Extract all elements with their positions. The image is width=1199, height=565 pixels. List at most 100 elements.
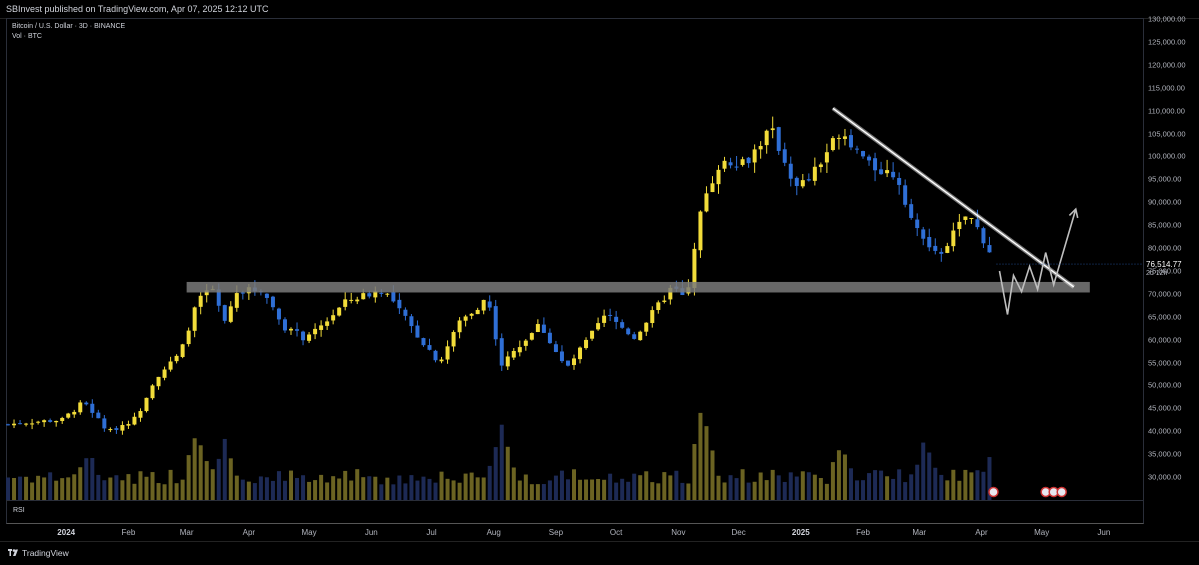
candle-body[interactable] bbox=[812, 166, 817, 181]
candle-body[interactable] bbox=[307, 334, 312, 341]
candle-body[interactable] bbox=[463, 316, 468, 321]
candle-body[interactable] bbox=[584, 339, 589, 349]
candle-body[interactable] bbox=[987, 245, 992, 253]
candle-body[interactable] bbox=[541, 324, 546, 333]
candle-body[interactable] bbox=[794, 177, 799, 186]
candle-body[interactable] bbox=[957, 221, 962, 230]
candle-body[interactable] bbox=[885, 170, 890, 174]
candle-body[interactable] bbox=[409, 316, 414, 327]
candle-body[interactable] bbox=[879, 169, 884, 175]
candle-body[interactable] bbox=[710, 183, 715, 193]
candle-body[interactable] bbox=[638, 331, 643, 341]
candle-body[interactable] bbox=[764, 130, 769, 146]
candle-body[interactable] bbox=[602, 315, 607, 323]
candle-body[interactable] bbox=[776, 127, 781, 151]
candle-body[interactable] bbox=[451, 332, 456, 347]
candle-body[interactable] bbox=[692, 248, 697, 289]
candle-body[interactable] bbox=[361, 293, 366, 300]
candle-body[interactable] bbox=[487, 301, 492, 308]
candle-body[interactable] bbox=[439, 359, 444, 362]
candle-body[interactable] bbox=[975, 219, 980, 228]
time-axis[interactable]: 2024 Feb Mar Apr May Jun Jul Aug Sep Oct Nov Dec 202… bbox=[6, 523, 1142, 541]
candle-body[interactable] bbox=[295, 329, 300, 331]
candle-body[interactable] bbox=[915, 219, 920, 229]
candle-body[interactable] bbox=[264, 293, 269, 298]
candle-body[interactable] bbox=[222, 305, 227, 321]
candle-body[interactable] bbox=[301, 331, 306, 341]
candle-body[interactable] bbox=[662, 300, 667, 302]
candle-body[interactable] bbox=[981, 228, 986, 244]
candle-body[interactable] bbox=[60, 417, 65, 422]
candle-body[interactable] bbox=[168, 361, 173, 370]
candle-body[interactable] bbox=[836, 137, 841, 139]
candle-body[interactable] bbox=[951, 230, 956, 247]
candle-body[interactable] bbox=[72, 411, 77, 415]
candle-body[interactable] bbox=[367, 293, 372, 297]
candle-body[interactable] bbox=[373, 291, 378, 298]
candle-body[interactable] bbox=[445, 346, 450, 360]
candle-body[interactable] bbox=[493, 306, 498, 340]
price-axis[interactable]: 130,000.00 125,000.00 120,000.00 115,000.00… bbox=[1143, 15, 1199, 523]
candle-body[interactable] bbox=[728, 162, 733, 166]
candle-body[interactable] bbox=[746, 157, 751, 164]
candle-body[interactable] bbox=[818, 164, 823, 168]
rsi-pane[interactable]: RSI bbox=[6, 500, 1144, 524]
candle-body[interactable] bbox=[415, 325, 420, 338]
candle-body[interactable] bbox=[656, 302, 661, 310]
candle-body[interactable] bbox=[800, 180, 805, 187]
candle-body[interactable] bbox=[854, 148, 859, 150]
candle-body[interactable] bbox=[313, 328, 318, 335]
candle-body[interactable] bbox=[96, 412, 101, 419]
candle-body[interactable] bbox=[421, 338, 426, 346]
candle-body[interactable] bbox=[132, 416, 137, 425]
candle-body[interactable] bbox=[511, 350, 516, 358]
candle-body[interactable] bbox=[162, 369, 167, 378]
candle-body[interactable] bbox=[596, 323, 601, 330]
event-flag-icon[interactable] bbox=[988, 486, 999, 498]
candle-body[interactable] bbox=[933, 245, 938, 251]
candle-body[interactable] bbox=[788, 163, 793, 179]
support-zone[interactable] bbox=[186, 281, 1090, 293]
candle-body[interactable] bbox=[529, 333, 534, 340]
candle-body[interactable] bbox=[337, 307, 342, 316]
candle-body[interactable] bbox=[842, 136, 847, 139]
candle-body[interactable] bbox=[84, 402, 89, 405]
brand-name[interactable]: TradingView bbox=[22, 548, 69, 558]
candle-body[interactable] bbox=[590, 330, 595, 339]
candle-body[interactable] bbox=[547, 332, 552, 344]
candle-body[interactable] bbox=[42, 420, 47, 423]
candle-body[interactable] bbox=[909, 204, 914, 218]
candle-body[interactable] bbox=[216, 289, 221, 306]
candle-body[interactable] bbox=[867, 156, 872, 161]
candle-body[interactable] bbox=[734, 166, 739, 168]
candle-body[interactable] bbox=[969, 218, 974, 220]
candle-body[interactable] bbox=[325, 321, 330, 326]
candle-body[interactable] bbox=[614, 316, 619, 322]
candle-body[interactable] bbox=[156, 376, 161, 387]
candle-body[interactable] bbox=[523, 340, 528, 346]
candle-body[interactable] bbox=[650, 310, 655, 324]
candle-body[interactable] bbox=[620, 322, 625, 328]
candle-body[interactable] bbox=[740, 159, 745, 165]
candle-body[interactable] bbox=[102, 418, 107, 429]
candle-body[interactable] bbox=[626, 328, 631, 335]
candle-body[interactable] bbox=[78, 402, 83, 413]
candle-body[interactable] bbox=[559, 351, 564, 362]
candle-body[interactable] bbox=[535, 324, 540, 333]
candle-body[interactable] bbox=[30, 423, 35, 425]
candle-body[interactable] bbox=[120, 425, 125, 431]
candle-body[interactable] bbox=[891, 171, 896, 178]
candle-body[interactable] bbox=[403, 309, 408, 316]
candle-body[interactable] bbox=[921, 229, 926, 239]
candle-body[interactable] bbox=[192, 307, 197, 331]
candle-body[interactable] bbox=[427, 345, 432, 350]
rsi-label[interactable]: RSI bbox=[13, 507, 25, 514]
candle-body[interactable] bbox=[963, 216, 968, 220]
candle-body[interactable] bbox=[138, 411, 143, 418]
candle-body[interactable] bbox=[397, 299, 402, 309]
candle-body[interactable] bbox=[24, 423, 29, 425]
candle-body[interactable] bbox=[572, 358, 576, 366]
candle-body[interactable] bbox=[927, 236, 932, 248]
candle-body[interactable] bbox=[632, 334, 637, 339]
